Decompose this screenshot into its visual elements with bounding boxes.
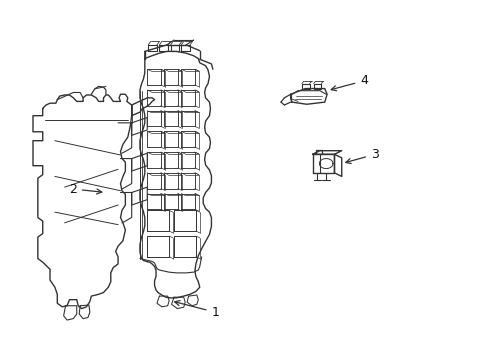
Text: 2: 2 xyxy=(69,183,102,195)
Text: 4: 4 xyxy=(330,74,367,91)
Text: 3: 3 xyxy=(345,148,378,163)
Text: 1: 1 xyxy=(174,301,219,319)
